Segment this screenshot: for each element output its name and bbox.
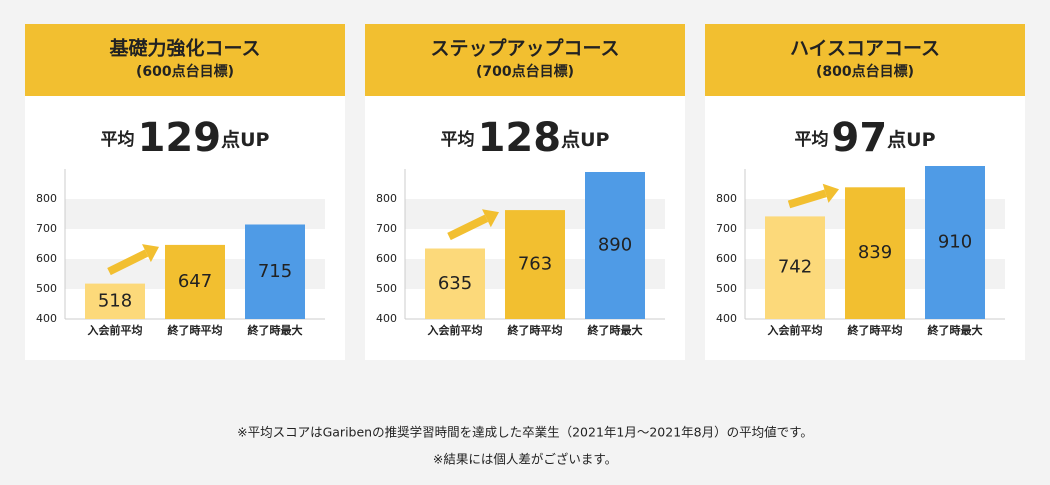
y-tick-label: 700 (716, 222, 737, 235)
panel-title: ステップアップコース (430, 37, 619, 60)
y-tick-label: 700 (376, 222, 397, 235)
arrow-shaft (787, 189, 827, 209)
headline-value: 129 (138, 115, 222, 161)
x-tick-label: 入会前平均 (88, 323, 143, 337)
arrow-shaft (447, 214, 489, 241)
bar (845, 187, 905, 319)
panel-subtitle: (600点台目標) (136, 63, 234, 80)
y-tick-label: 700 (36, 222, 57, 235)
headline-suffix: 点UP (561, 129, 609, 151)
bar-value-label: 518 (98, 290, 132, 311)
bar-value-label: 635 (438, 273, 472, 294)
x-tick-label: 終了時平均 (508, 323, 563, 337)
headline-suffix: 点UP (221, 129, 269, 151)
y-tick-label: 500 (376, 282, 397, 295)
x-tick-label: 終了時最大 (928, 323, 983, 337)
headline-prefix: 平均 (101, 129, 135, 150)
bar (245, 224, 305, 319)
x-tick-label: 入会前平均 (428, 323, 483, 337)
y-tick-label: 400 (36, 312, 57, 325)
y-tick-label: 500 (36, 282, 57, 295)
panel-title: ハイスコアコース (790, 38, 940, 60)
arrow-head (822, 183, 839, 203)
panel-subtitle: (800点台目標) (816, 63, 914, 80)
y-tick-label: 400 (376, 312, 397, 325)
note: ※結果には個人差がございます。 (433, 452, 617, 467)
headline-value: 128 (478, 115, 562, 161)
bar (505, 210, 565, 319)
x-tick-label: 終了時平均 (848, 323, 903, 337)
panel-header (705, 24, 1025, 96)
y-tick-label: 800 (376, 192, 397, 205)
grid-band (65, 199, 325, 229)
panel-header (365, 24, 685, 96)
y-tick-label: 600 (716, 252, 737, 265)
arrow-shaft (107, 249, 149, 276)
bar-value-label: 715 (258, 261, 292, 282)
headline: 平均129点UP (101, 115, 270, 161)
headline-prefix: 平均 (794, 129, 828, 150)
y-tick-label: 400 (716, 312, 737, 325)
arrow-head (482, 209, 499, 228)
arrow-head (142, 244, 159, 263)
x-tick-label: 終了時最大 (588, 323, 643, 337)
bar-value-label: 910 (938, 232, 972, 253)
bar (165, 244, 225, 319)
headline-value: 97 (831, 115, 887, 161)
panel-title: 基礎力強化コース (108, 37, 260, 60)
bar-value-label: 890 (598, 235, 632, 256)
bar (585, 172, 645, 319)
bar (425, 248, 485, 319)
note: ※平均スコアはGaribenの推奨学習時間を達成した卒業生（2021年1月～20… (237, 425, 813, 440)
y-tick-label: 800 (716, 192, 737, 205)
bar-value-label: 763 (518, 254, 552, 275)
panel-header (25, 24, 345, 96)
headline: 平均128点UP (441, 115, 610, 161)
panel-subtitle: (700点台目標) (476, 63, 574, 80)
y-tick-label: 600 (36, 252, 57, 265)
bar (85, 283, 145, 319)
y-tick-label: 600 (376, 252, 397, 265)
bar-value-label: 839 (858, 242, 892, 263)
bar (765, 216, 825, 319)
x-tick-label: 終了時平均 (168, 323, 223, 337)
headline: 平均97点UP (794, 115, 935, 161)
y-tick-label: 800 (36, 192, 57, 205)
bar-value-label: 647 (178, 271, 212, 292)
bar-value-label: 742 (778, 257, 812, 278)
headline-suffix: 点UP (887, 129, 935, 151)
headline-prefix: 平均 (441, 129, 475, 150)
x-tick-label: 入会前平均 (768, 323, 823, 337)
y-tick-label: 500 (716, 282, 737, 295)
x-tick-label: 終了時最大 (248, 323, 303, 337)
bar (925, 166, 985, 319)
